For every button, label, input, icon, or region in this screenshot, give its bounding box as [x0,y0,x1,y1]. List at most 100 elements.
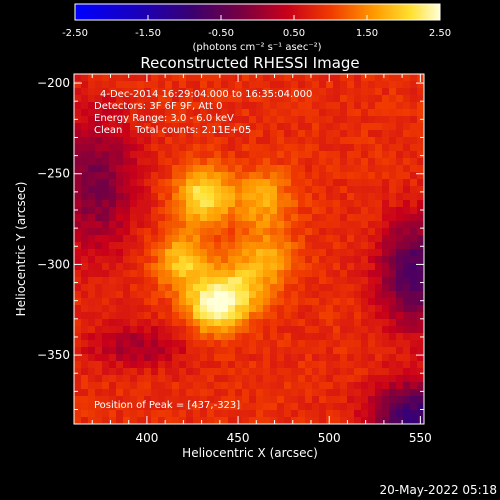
heatmap-pixel [417,81,425,89]
heatmap-pixel [102,403,110,411]
heatmap-pixel [361,235,369,243]
heatmap-pixel [151,347,159,355]
heatmap-pixel [116,319,124,327]
heatmap-pixel [312,291,320,299]
colorbar-tick-label: -2.50 [62,28,88,39]
heatmap-pixel [410,158,418,166]
heatmap-pixel [109,186,117,194]
heatmap-pixel [158,228,166,236]
heatmap-pixel [368,256,376,264]
heatmap-pixel [347,74,355,82]
heatmap-pixel [347,340,355,348]
heatmap-pixel [207,95,215,103]
heatmap-pixel [151,186,159,194]
heatmap-pixel [284,186,292,194]
heatmap-pixel [123,354,131,362]
heatmap-pixel [235,389,243,397]
heatmap-pixel [354,214,362,222]
heatmap-pixel [74,186,82,194]
heatmap-pixel [312,235,320,243]
heatmap-pixel [284,270,292,278]
heatmap-pixel [179,305,187,313]
heatmap-pixel [326,95,334,103]
heatmap-pixel [305,88,313,96]
heatmap-pixel [263,144,271,152]
heatmap-pixel [340,116,348,124]
heatmap-pixel [347,396,355,404]
heatmap-pixel [109,88,117,96]
heatmap-pixel [312,305,320,313]
heatmap-pixel [312,256,320,264]
heatmap-pixel [207,340,215,348]
heatmap-pixel [193,186,201,194]
heatmap-pixel [123,277,131,285]
heatmap-pixel [298,382,306,390]
heatmap-pixel [305,361,313,369]
heatmap-pixel [235,298,243,306]
heatmap-pixel [291,186,299,194]
heatmap-pixel [417,291,425,299]
heatmap-pixel [305,340,313,348]
heatmap-pixel [221,291,229,299]
heatmap-pixel [375,382,383,390]
heatmap-pixel [221,284,229,292]
heatmap-pixel [298,165,306,173]
heatmap-pixel [291,207,299,215]
heatmap-pixel [375,270,383,278]
heatmap-pixel [151,333,159,341]
heatmap-pixel [249,284,257,292]
heatmap-pixel [319,165,327,173]
heatmap-pixel [116,165,124,173]
heatmap-pixel [347,410,355,418]
heatmap-pixel [263,116,271,124]
heatmap-pixel [312,368,320,376]
heatmap-pixel [130,277,138,285]
heatmap-pixel [410,130,418,138]
heatmap-pixel [130,389,138,397]
heatmap-pixel [354,305,362,313]
heatmap-pixel [291,263,299,271]
heatmap-pixel [382,88,390,96]
heatmap-pixel [95,368,103,376]
heatmap-pixel [228,389,236,397]
heatmap-pixel [165,172,173,180]
heatmap-pixel [305,312,313,320]
heatmap-pixel [116,214,124,222]
heatmap-pixel [375,186,383,194]
heatmap-pixel [305,333,313,341]
heatmap-pixel [214,158,222,166]
heatmap-pixel [333,242,341,250]
heatmap-pixel [116,298,124,306]
heatmap-pixel [375,319,383,327]
heatmap-pixel [207,249,215,257]
heatmap-pixel [186,263,194,271]
heatmap-pixel [242,417,250,425]
heatmap-pixel [151,137,159,145]
heatmap-pixel [256,403,264,411]
heatmap-pixel [165,319,173,327]
heatmap-pixel [179,165,187,173]
heatmap-pixel [158,298,166,306]
heatmap-pixel [144,396,152,404]
heatmap-pixel [319,375,327,383]
heatmap-pixel [109,382,117,390]
heatmap-pixel [382,410,390,418]
heatmap-pixel [172,382,180,390]
heatmap-pixel [242,354,250,362]
heatmap-pixel [172,235,180,243]
heatmap-pixel [312,214,320,222]
heatmap-pixel [298,151,306,159]
heatmap-pixel [291,228,299,236]
heatmap-pixel [389,102,397,110]
heatmap-pixel [291,158,299,166]
heatmap-pixel [221,249,229,257]
heatmap-pixel [333,263,341,271]
heatmap-pixel [186,354,194,362]
heatmap-pixel [417,88,425,96]
heatmap-pixel [403,382,411,390]
heatmap-pixel [347,382,355,390]
heatmap-pixel [165,277,173,285]
heatmap-pixel [193,347,201,355]
heatmap-pixel [396,277,404,285]
heatmap-pixel [291,116,299,124]
